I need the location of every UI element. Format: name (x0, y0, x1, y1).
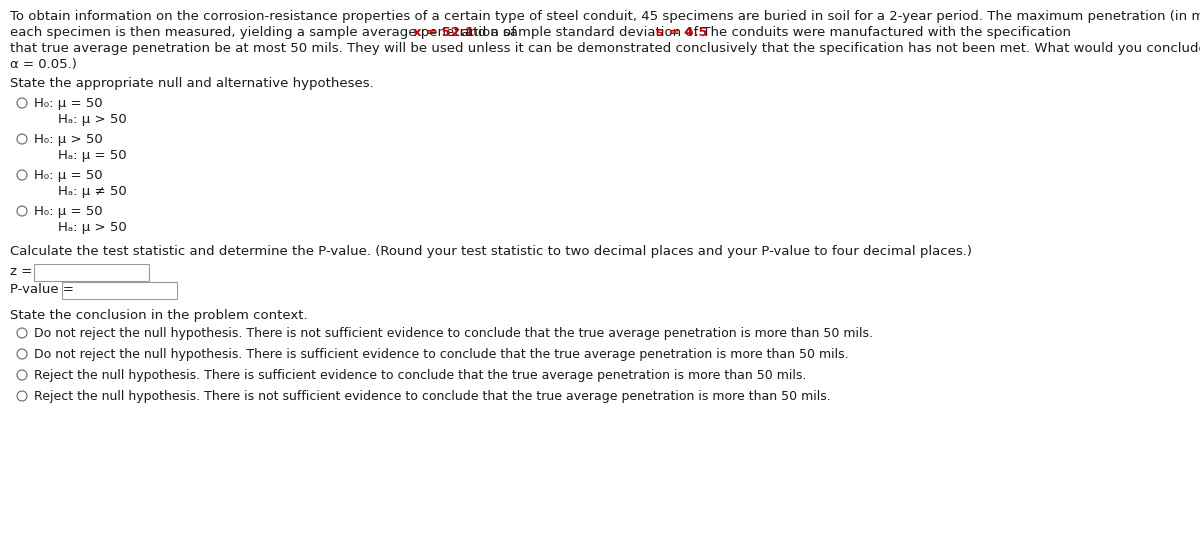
Text: Reject the null hypothesis. There is sufficient evidence to conclude that the tr: Reject the null hypothesis. There is suf… (34, 369, 806, 382)
Text: Reject the null hypothesis. There is not sufficient evidence to conclude that th: Reject the null hypothesis. There is not… (34, 390, 830, 403)
Text: that true average penetration be at most 50 mils. They will be used unless it ca: that true average penetration be at most… (10, 42, 1200, 55)
Text: Calculate the test statistic and determine the P-value. (Round your test statist: Calculate the test statistic and determi… (10, 245, 972, 258)
Text: H₀: μ > 50: H₀: μ > 50 (34, 133, 103, 146)
Text: To obtain information on the corrosion-resistance properties of a certain type o: To obtain information on the corrosion-r… (10, 10, 1200, 23)
Text: Hₐ: μ > 50: Hₐ: μ > 50 (58, 113, 127, 126)
Text: s = 4.5: s = 4.5 (656, 26, 708, 39)
Text: x = 52.1: x = 52.1 (413, 26, 474, 39)
Text: z =: z = (10, 265, 32, 278)
Text: Do not reject the null hypothesis. There is sufficient evidence to conclude that: Do not reject the null hypothesis. There… (34, 348, 848, 361)
Text: State the conclusion in the problem context.: State the conclusion in the problem cont… (10, 309, 307, 322)
Text: State the appropriate null and alternative hypotheses.: State the appropriate null and alternati… (10, 77, 373, 90)
Text: Do not reject the null hypothesis. There is not sufficient evidence to conclude : Do not reject the null hypothesis. There… (34, 327, 874, 340)
Text: each specimen is then measured, yielding a sample average penetration of: each specimen is then measured, yielding… (10, 26, 520, 39)
Text: Hₐ: μ ≠ 50: Hₐ: μ ≠ 50 (58, 185, 127, 198)
Text: Hₐ: μ > 50: Hₐ: μ > 50 (58, 221, 127, 234)
Text: P-value =: P-value = (10, 283, 74, 296)
Text: . The conduits were manufactured with the specification: . The conduits were manufactured with th… (695, 26, 1072, 39)
Text: H₀: μ = 50: H₀: μ = 50 (34, 169, 103, 182)
Text: H₀: μ = 50: H₀: μ = 50 (34, 97, 103, 110)
Text: H₀: μ = 50: H₀: μ = 50 (34, 205, 103, 218)
Text: α = 0.05.): α = 0.05.) (10, 58, 77, 71)
Text: and a sample standard deviation of: and a sample standard deviation of (457, 26, 703, 39)
Text: Hₐ: μ = 50: Hₐ: μ = 50 (58, 149, 127, 162)
